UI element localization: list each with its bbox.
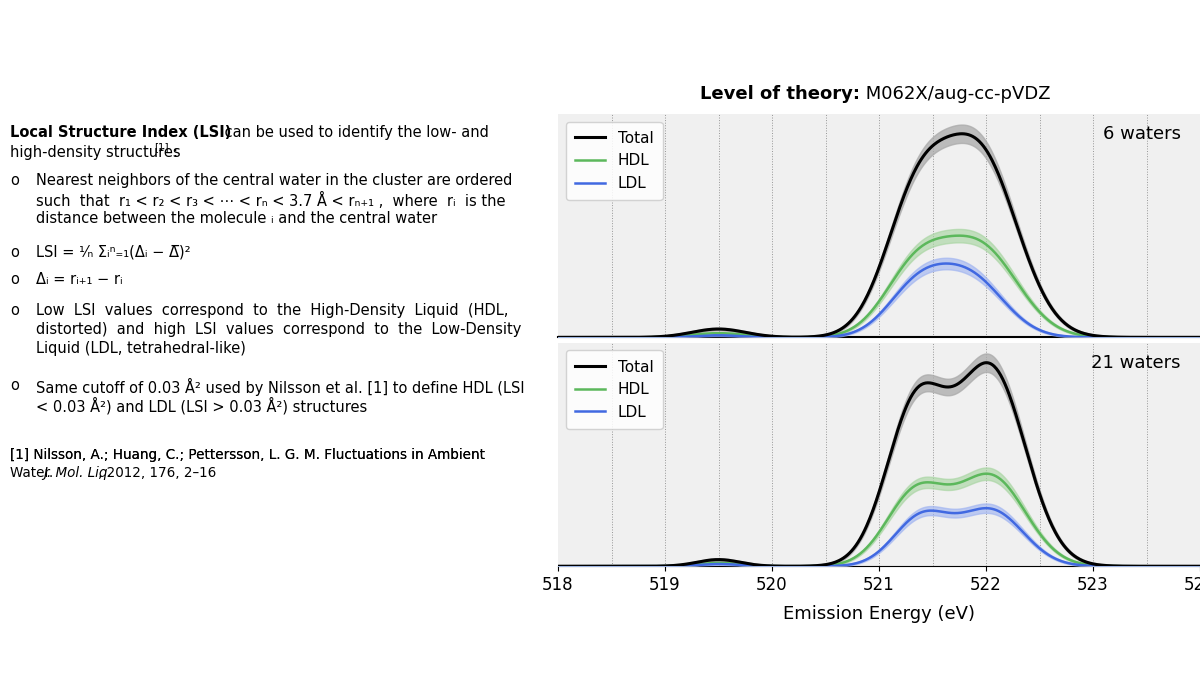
Legend: Total, HDL, LDL: Total, HDL, LDL bbox=[565, 350, 662, 429]
Text: Level of theory:: Level of theory: bbox=[700, 85, 859, 103]
Text: [1]: [1] bbox=[155, 142, 169, 153]
Text: distance between the molecule ᵢ and the central water: distance between the molecule ᵢ and the … bbox=[36, 211, 437, 226]
Text: Low  LSI  values  correspond  to  the  High-Density  Liquid  (HDL,: Low LSI values correspond to the High-De… bbox=[36, 303, 509, 318]
Text: Same cutoff of 0.03 Å² used by Nilsson et al. [1] to define HDL (LSI: Same cutoff of 0.03 Å² used by Nilsson e… bbox=[36, 378, 524, 396]
Text: high-density structures: high-density structures bbox=[10, 145, 185, 160]
Text: can be used to identify the low- and: can be used to identify the low- and bbox=[221, 125, 490, 140]
Text: Nearest neighbors of the central water in the cluster are ordered: Nearest neighbors of the central water i… bbox=[36, 173, 512, 188]
Text: M062X/aug-cc-pVDZ: M062X/aug-cc-pVDZ bbox=[859, 85, 1050, 103]
Text: Local Structure Index (LSI): Local Structure Index (LSI) bbox=[10, 125, 232, 140]
X-axis label: Emission Energy (eV): Emission Energy (eV) bbox=[784, 605, 974, 623]
Text: o: o bbox=[10, 303, 19, 318]
Text: [1] Nilsson, A.; Huang, C.; Pettersson, L. G. M. Fluctuations in Ambient: [1] Nilsson, A.; Huang, C.; Pettersson, … bbox=[10, 448, 485, 462]
Text: o: o bbox=[10, 272, 19, 287]
Text: o: o bbox=[10, 378, 19, 393]
Text: distorted)  and  high  LSI  values  correspond  to  the  Low-Density: distorted) and high LSI values correspon… bbox=[36, 322, 522, 337]
Text: Δᵢ = rᵢ₊₁ − rᵢ: Δᵢ = rᵢ₊₁ − rᵢ bbox=[36, 272, 122, 287]
Text: J. Mol. Liq.: J. Mol. Liq. bbox=[43, 466, 112, 480]
Text: o: o bbox=[10, 173, 19, 188]
Text: 6 waters: 6 waters bbox=[1103, 125, 1181, 143]
Text: LSI = ¹⁄ₙ Σᵢⁿ₌₁(Δᵢ − Δ̅)²: LSI = ¹⁄ₙ Σᵢⁿ₌₁(Δᵢ − Δ̅)² bbox=[36, 245, 191, 260]
Text: Water.: Water. bbox=[10, 466, 58, 480]
Text: < 0.03 Å²) and LDL (LSI > 0.03 Å²) structures: < 0.03 Å²) and LDL (LSI > 0.03 Å²) struc… bbox=[36, 397, 367, 414]
Text: , 2012, 176, 2–16: , 2012, 176, 2–16 bbox=[97, 466, 216, 480]
Text: The high-density/low-density hypothesis: The high-density/low-density hypothesis bbox=[16, 18, 811, 52]
Text: :: : bbox=[172, 145, 176, 160]
Text: [1] Nilsson, A.; Huang, C.; Pettersson, L. G. M. Fluctuations in Ambient: [1] Nilsson, A.; Huang, C.; Pettersson, … bbox=[10, 448, 485, 462]
Text: o: o bbox=[10, 245, 19, 260]
Text: such  that  r₁ < r₂ < r₃ < ⋯ < rₙ < 3.7 Å < rₙ₊₁ ,  where  rᵢ  is the: such that r₁ < r₂ < r₃ < ⋯ < rₙ < 3.7 Å … bbox=[36, 192, 505, 209]
Text: Liquid (LDL, tetrahedral-like): Liquid (LDL, tetrahedral-like) bbox=[36, 341, 246, 356]
Text: Twitter: @vwcruzeiro @PaesaniLab | Website: http://paesanigroup.ucsd.edu: Twitter: @vwcruzeiro @PaesaniLab | Websi… bbox=[311, 643, 889, 659]
Legend: Total, HDL, LDL: Total, HDL, LDL bbox=[565, 122, 662, 200]
Text: 21 waters: 21 waters bbox=[1091, 354, 1181, 372]
